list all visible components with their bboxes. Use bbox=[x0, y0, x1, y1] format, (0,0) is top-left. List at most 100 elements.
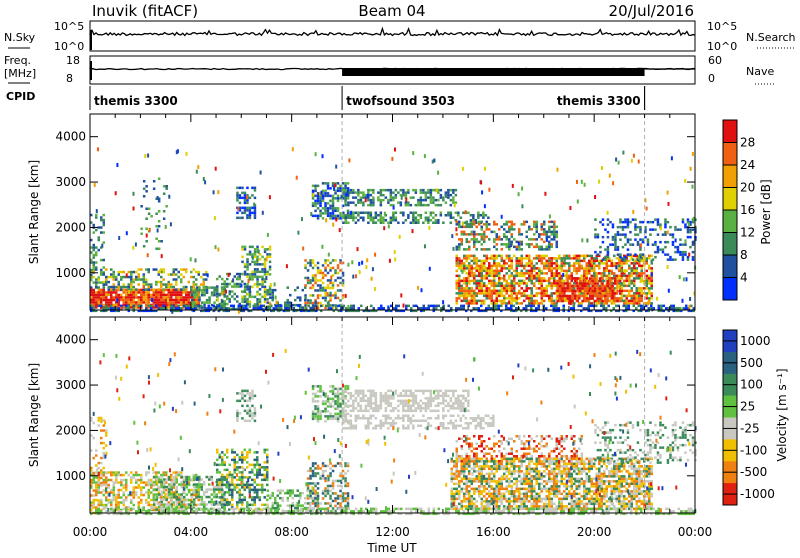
range-cell bbox=[566, 290, 569, 293]
range-cell bbox=[332, 267, 335, 270]
range-cell bbox=[657, 248, 660, 251]
range-cell bbox=[128, 296, 131, 299]
range-cell bbox=[254, 248, 256, 251]
scatter-cell bbox=[394, 250, 396, 254]
range-cell bbox=[640, 305, 643, 308]
range-cell bbox=[476, 270, 479, 273]
range-cell bbox=[181, 501, 184, 504]
range-cell bbox=[319, 212, 322, 215]
range-cell bbox=[458, 265, 461, 268]
range-cell bbox=[261, 296, 264, 299]
range-cell bbox=[574, 292, 577, 295]
range-cell bbox=[168, 493, 171, 496]
range-cell bbox=[548, 265, 551, 268]
range-cell bbox=[332, 217, 335, 220]
scatter-cell bbox=[462, 167, 464, 171]
range-cell bbox=[571, 295, 574, 298]
range-cell bbox=[244, 296, 247, 299]
range-cell bbox=[170, 289, 173, 292]
range-cell bbox=[93, 489, 96, 492]
scatter-cell bbox=[488, 188, 490, 192]
range-cell bbox=[110, 291, 113, 294]
range-cell bbox=[685, 307, 688, 310]
range-cell bbox=[118, 506, 121, 509]
scatter-cell bbox=[292, 147, 294, 151]
range-cell bbox=[511, 257, 514, 260]
range-cell bbox=[201, 478, 204, 481]
range-cell bbox=[155, 213, 158, 216]
range-cell bbox=[148, 481, 151, 484]
range-cell bbox=[259, 293, 262, 296]
range-cell bbox=[641, 265, 644, 268]
range-cell bbox=[224, 464, 227, 467]
range-cell bbox=[163, 305, 166, 308]
range-cell bbox=[468, 223, 471, 226]
range-cell bbox=[221, 499, 224, 502]
scatter-cell bbox=[297, 231, 299, 235]
range-cell bbox=[350, 191, 353, 194]
range-cell bbox=[98, 294, 101, 297]
range-cell bbox=[581, 302, 584, 305]
range-cell bbox=[168, 273, 171, 276]
range-cell bbox=[133, 294, 136, 297]
range-cell bbox=[115, 278, 118, 281]
range-cell bbox=[684, 251, 687, 254]
range-cell bbox=[256, 293, 259, 296]
range-cell bbox=[203, 481, 206, 484]
range-cell bbox=[473, 282, 476, 285]
range-cell bbox=[682, 218, 685, 221]
range-cell bbox=[153, 188, 156, 191]
range-cell bbox=[133, 289, 136, 292]
range-cell bbox=[110, 286, 113, 289]
scatter-cell bbox=[315, 152, 317, 156]
range-cell bbox=[564, 290, 567, 293]
range-cell bbox=[561, 257, 564, 260]
range-cell bbox=[646, 275, 649, 278]
range-cell bbox=[463, 282, 466, 285]
range-cell bbox=[175, 301, 178, 304]
range-cell bbox=[639, 221, 642, 224]
range-cell bbox=[486, 255, 489, 258]
colorbar-tick-label: 28 bbox=[740, 136, 755, 150]
range-cell bbox=[251, 276, 254, 279]
range-cell bbox=[473, 243, 476, 246]
range-cell bbox=[135, 291, 138, 294]
range-cell bbox=[488, 297, 491, 300]
range-cell bbox=[566, 270, 569, 273]
range-cell bbox=[128, 283, 131, 286]
range-cell bbox=[476, 262, 479, 265]
range-cell bbox=[596, 275, 599, 278]
range-cell bbox=[125, 486, 128, 489]
range-cell bbox=[526, 231, 529, 234]
scatter-cell bbox=[126, 231, 128, 235]
range-cell bbox=[608, 260, 611, 263]
range-cell bbox=[236, 217, 239, 220]
range-cell bbox=[611, 285, 614, 288]
range-cell bbox=[648, 267, 651, 270]
range-cell bbox=[93, 294, 96, 297]
range-cell bbox=[327, 212, 330, 215]
range-cell bbox=[288, 307, 291, 310]
range-cell bbox=[120, 501, 123, 504]
range-cell bbox=[160, 294, 163, 297]
range-cell bbox=[543, 292, 546, 295]
range-cell bbox=[596, 260, 599, 263]
range-cell bbox=[390, 196, 393, 199]
range-cell bbox=[249, 209, 252, 212]
range-cell bbox=[564, 282, 567, 285]
range-cell bbox=[280, 305, 283, 308]
range-cell bbox=[491, 280, 494, 283]
range-cell bbox=[521, 262, 524, 265]
range-cell bbox=[95, 286, 98, 289]
range-cell bbox=[100, 491, 103, 494]
range-cell bbox=[357, 194, 360, 197]
range-cell bbox=[319, 200, 322, 203]
range-cell bbox=[120, 481, 123, 484]
scatter-cell bbox=[498, 263, 500, 267]
range-cell bbox=[503, 243, 506, 246]
range-cell bbox=[158, 304, 161, 307]
range-cell bbox=[518, 302, 521, 305]
range-cell bbox=[463, 292, 466, 295]
range-cell bbox=[412, 212, 415, 215]
range-cell bbox=[491, 290, 494, 293]
